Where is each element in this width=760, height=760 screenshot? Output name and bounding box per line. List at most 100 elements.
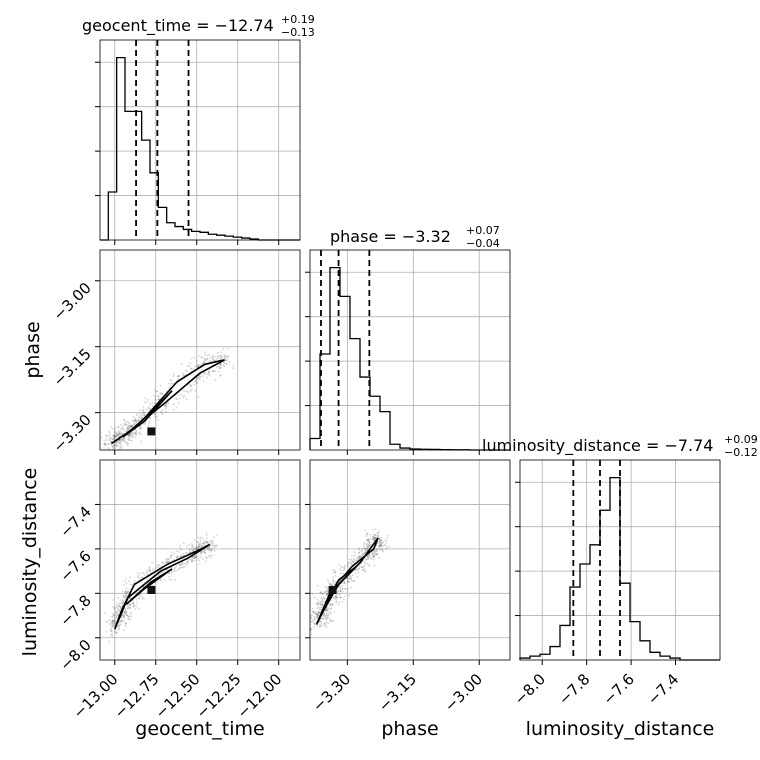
sample-point <box>133 579 136 582</box>
panel-background <box>310 250 510 450</box>
sample-point <box>347 578 350 580</box>
sample-point <box>118 442 121 445</box>
sample-point <box>135 429 138 432</box>
sample-point <box>313 611 315 613</box>
sample-point <box>148 570 151 572</box>
sample-point <box>124 625 127 627</box>
sample-point <box>326 617 329 620</box>
sample-point <box>366 542 368 545</box>
sample-point <box>192 555 195 558</box>
sample-point <box>380 543 383 546</box>
sample-point <box>116 597 119 599</box>
sample-point <box>165 410 168 413</box>
sample-point <box>122 424 124 427</box>
sample-point <box>118 431 121 433</box>
title-phase-text: phase = −3.32 <box>330 227 451 246</box>
sample-point <box>161 392 164 395</box>
sample-point <box>186 369 188 372</box>
sample-point <box>330 584 333 586</box>
sample-point <box>112 625 115 628</box>
sample-point <box>310 633 313 636</box>
sample-point <box>324 609 327 612</box>
sample-point <box>312 619 315 622</box>
sample-point <box>200 544 203 547</box>
sample-point <box>179 566 182 568</box>
sample-point <box>139 577 141 580</box>
sample-point <box>385 542 388 544</box>
sample-point <box>160 411 163 414</box>
sample-point <box>204 552 207 555</box>
sample-point <box>141 596 144 598</box>
sample-point <box>126 425 129 428</box>
sample-point <box>181 561 184 564</box>
sample-point <box>361 565 364 568</box>
sample-point <box>209 549 212 552</box>
sample-point <box>379 544 381 547</box>
sample-point <box>116 614 118 617</box>
sample-point <box>373 556 376 558</box>
sample-point <box>185 561 188 564</box>
sample-point <box>136 591 139 594</box>
sample-point <box>180 563 183 566</box>
xtick-label: −7.4 <box>644 670 682 708</box>
sample-point <box>321 599 324 601</box>
sample-point <box>334 596 337 599</box>
sample-point <box>207 372 209 375</box>
sample-point <box>159 384 162 387</box>
sample-point <box>112 625 114 628</box>
xtick-label: −8.0 <box>511 670 549 708</box>
sample-point <box>123 419 126 421</box>
panel-background <box>100 250 300 450</box>
sample-point <box>128 424 131 427</box>
ytick-label: −7.4 <box>56 503 94 541</box>
sample-point <box>333 569 336 572</box>
sample-point <box>149 569 152 572</box>
sample-point <box>350 558 353 561</box>
sample-point <box>321 604 323 607</box>
sample-point <box>156 415 158 418</box>
sample-point <box>179 548 182 550</box>
sample-point <box>131 584 134 586</box>
sample-point <box>202 558 204 560</box>
sample-point <box>347 565 350 568</box>
sample-point <box>170 554 172 557</box>
sample-point <box>169 557 172 559</box>
sample-point <box>137 419 140 422</box>
sample-point <box>197 365 200 367</box>
sample-point <box>123 612 126 615</box>
sample-point <box>323 614 325 617</box>
sample-point <box>343 582 346 585</box>
sample-point <box>134 418 137 420</box>
sample-point <box>372 556 375 558</box>
sample-point <box>380 544 383 547</box>
sample-point <box>210 547 212 550</box>
sample-point <box>175 565 178 568</box>
sample-point <box>200 552 203 554</box>
sample-point <box>118 440 120 442</box>
sample-point <box>364 570 367 572</box>
density-peak <box>147 427 156 436</box>
sample-point <box>207 555 210 558</box>
sample-point <box>313 616 316 618</box>
sample-point <box>142 406 145 408</box>
sample-point <box>214 379 217 381</box>
sample-point <box>210 549 213 551</box>
sample-point <box>322 614 324 616</box>
sample-point <box>121 602 124 605</box>
sample-point <box>173 567 176 570</box>
sample-point <box>168 387 171 390</box>
sample-point <box>148 419 151 422</box>
sample-point <box>220 351 223 353</box>
sample-point <box>203 541 206 544</box>
sample-point <box>201 363 204 365</box>
sample-point <box>195 380 197 383</box>
sample-point <box>181 566 184 569</box>
sample-point <box>360 555 362 558</box>
sample-point <box>376 550 378 552</box>
sample-point <box>343 581 346 584</box>
sample-point <box>176 557 178 560</box>
sample-point <box>122 436 124 439</box>
sample-point <box>135 431 138 434</box>
xtick-label: −12.00 <box>234 670 286 722</box>
sample-point <box>115 610 118 613</box>
